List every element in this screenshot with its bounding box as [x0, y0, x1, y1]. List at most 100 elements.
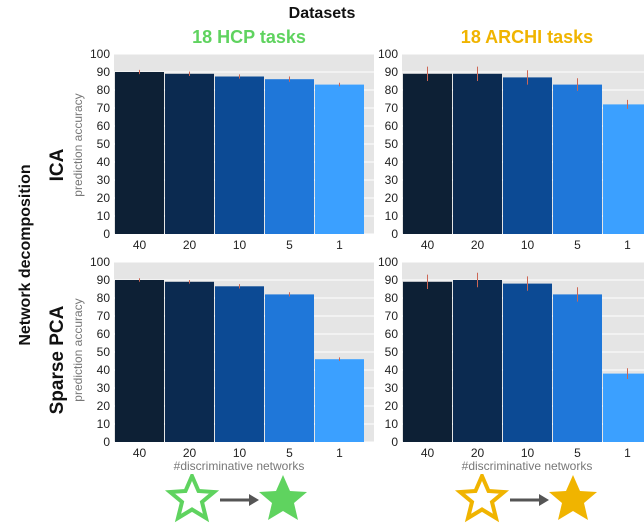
y-tick-label: 90 — [385, 65, 399, 79]
column-title-archi: 18 ARCHI tasks — [460, 27, 594, 47]
bar-40 — [115, 280, 164, 442]
bar-10 — [215, 76, 264, 234]
y-tick-label: 30 — [97, 381, 111, 395]
y-tick-label: 10 — [97, 209, 111, 223]
bar-40 — [403, 281, 452, 442]
y-tick-label: 60 — [385, 327, 399, 341]
x-tick-label: 10 — [233, 446, 247, 460]
x-tick-label: 10 — [521, 446, 535, 460]
row-label-ica: ICA — [47, 148, 68, 182]
y-tick-label: 40 — [385, 363, 399, 377]
y-tick-label: 60 — [97, 327, 111, 341]
filled-star-icon — [259, 475, 307, 520]
y-tick-label: 90 — [97, 273, 111, 287]
x-tick-label: 20 — [183, 238, 197, 252]
chart-panel-ica-hcp: 0 10 20 30 40 50 60 70 80 90 100 40 20 10 5 1 — [90, 47, 374, 252]
y-tick-label: 60 — [97, 119, 111, 133]
y-tick-label: 70 — [385, 101, 399, 115]
bar-1 — [603, 373, 644, 442]
y-tick-label: 30 — [97, 173, 111, 187]
y-tick-label: 40 — [97, 155, 111, 169]
y-tick-label: 40 — [385, 155, 399, 169]
y-tick-label: 70 — [385, 309, 399, 323]
x-tick-label: 20 — [471, 238, 485, 252]
x-tick-label: 1 — [624, 446, 631, 460]
x-tick-label: 40 — [421, 446, 435, 460]
y-tick-label: 30 — [385, 173, 399, 187]
bar-5 — [553, 84, 602, 234]
y-tick-label: 100 — [378, 47, 398, 61]
x-tick-label: 40 — [421, 238, 435, 252]
y-tick-label: 90 — [385, 273, 399, 287]
archi-improvement-icons — [455, 474, 597, 523]
x-tick-label: 5 — [574, 446, 581, 460]
y-axis-label-bottom: prediction accuracy — [71, 298, 85, 402]
y-tick-label: 50 — [385, 137, 399, 151]
y-tick-label: 50 — [97, 345, 111, 359]
x-axis-label-hcp: #discriminative networks — [173, 459, 305, 473]
hollow-star-icon — [455, 474, 510, 523]
bar-1 — [603, 104, 644, 235]
row-group-label: Network decomposition — [17, 164, 34, 346]
y-tick-label: 20 — [385, 399, 399, 413]
bar-5 — [553, 294, 602, 442]
x-tick-label: 40 — [133, 238, 147, 252]
column-title-hcp: 18 HCP tasks — [192, 27, 306, 47]
chart-panel-sparsepca-hcp: 0 10 20 30 40 50 60 70 80 90 100 40 20 10 5 1 — [90, 255, 374, 460]
bar-10 — [503, 283, 552, 442]
y-tick-label: 80 — [385, 83, 399, 97]
x-axis-label-archi: #discriminative networks — [461, 459, 593, 473]
bar-40 — [115, 72, 164, 234]
bar-10 — [215, 286, 264, 442]
y-axis-label-top: prediction accuracy — [71, 93, 85, 197]
bar-20 — [453, 280, 502, 442]
hollow-star-icon — [165, 474, 220, 523]
y-tick-label: 70 — [97, 101, 111, 115]
x-tick-label: 1 — [624, 238, 631, 252]
x-tick-label: 10 — [521, 238, 535, 252]
x-tick-label: 1 — [336, 446, 343, 460]
right-arrow-icon — [220, 494, 259, 506]
chart-panel-sparsepca-archi: 0 10 20 30 40 50 60 70 80 90 100 40 20 10 5 1 — [378, 255, 644, 460]
row-label-sparse-pca: Sparse PCA — [47, 305, 68, 415]
bar-20 — [453, 73, 502, 234]
y-tick-label: 40 — [97, 363, 111, 377]
bar-40 — [403, 73, 452, 234]
y-tick-label: 10 — [385, 417, 399, 431]
y-tick-label: 50 — [385, 345, 399, 359]
y-tick-label: 50 — [97, 137, 111, 151]
filled-star-icon — [549, 475, 597, 520]
bar-20 — [165, 281, 214, 442]
y-tick-label: 0 — [391, 435, 398, 449]
x-tick-label: 10 — [233, 238, 247, 252]
y-tick-label: 0 — [391, 227, 398, 241]
y-tick-label: 100 — [90, 255, 110, 269]
y-tick-label: 10 — [97, 417, 111, 431]
y-tick-label: 30 — [385, 381, 399, 395]
x-tick-label: 5 — [574, 238, 581, 252]
y-tick-label: 80 — [385, 291, 399, 305]
bar-5 — [265, 294, 314, 442]
y-tick-label: 70 — [97, 309, 111, 323]
x-tick-label: 20 — [471, 446, 485, 460]
right-arrow-icon — [510, 494, 549, 506]
bar-5 — [265, 79, 314, 234]
y-tick-label: 100 — [378, 255, 398, 269]
y-tick-label: 80 — [97, 291, 111, 305]
y-tick-label: 0 — [103, 435, 110, 449]
y-tick-label: 10 — [385, 209, 399, 223]
chart-panel-ica-archi: 0 10 20 30 40 50 60 70 80 90 100 40 20 10 5 1 — [378, 47, 644, 252]
x-tick-label: 5 — [286, 446, 293, 460]
y-tick-label: 0 — [103, 227, 110, 241]
y-tick-label: 20 — [97, 399, 111, 413]
y-tick-label: 20 — [385, 191, 399, 205]
hcp-improvement-icons — [165, 474, 307, 523]
x-tick-label: 40 — [133, 446, 147, 460]
bar-1 — [315, 84, 364, 234]
y-tick-label: 20 — [97, 191, 111, 205]
bar-1 — [315, 359, 364, 442]
figure-title: Datasets — [288, 5, 356, 22]
x-tick-label: 5 — [286, 238, 293, 252]
y-tick-label: 100 — [90, 47, 110, 61]
y-tick-label: 60 — [385, 119, 399, 133]
